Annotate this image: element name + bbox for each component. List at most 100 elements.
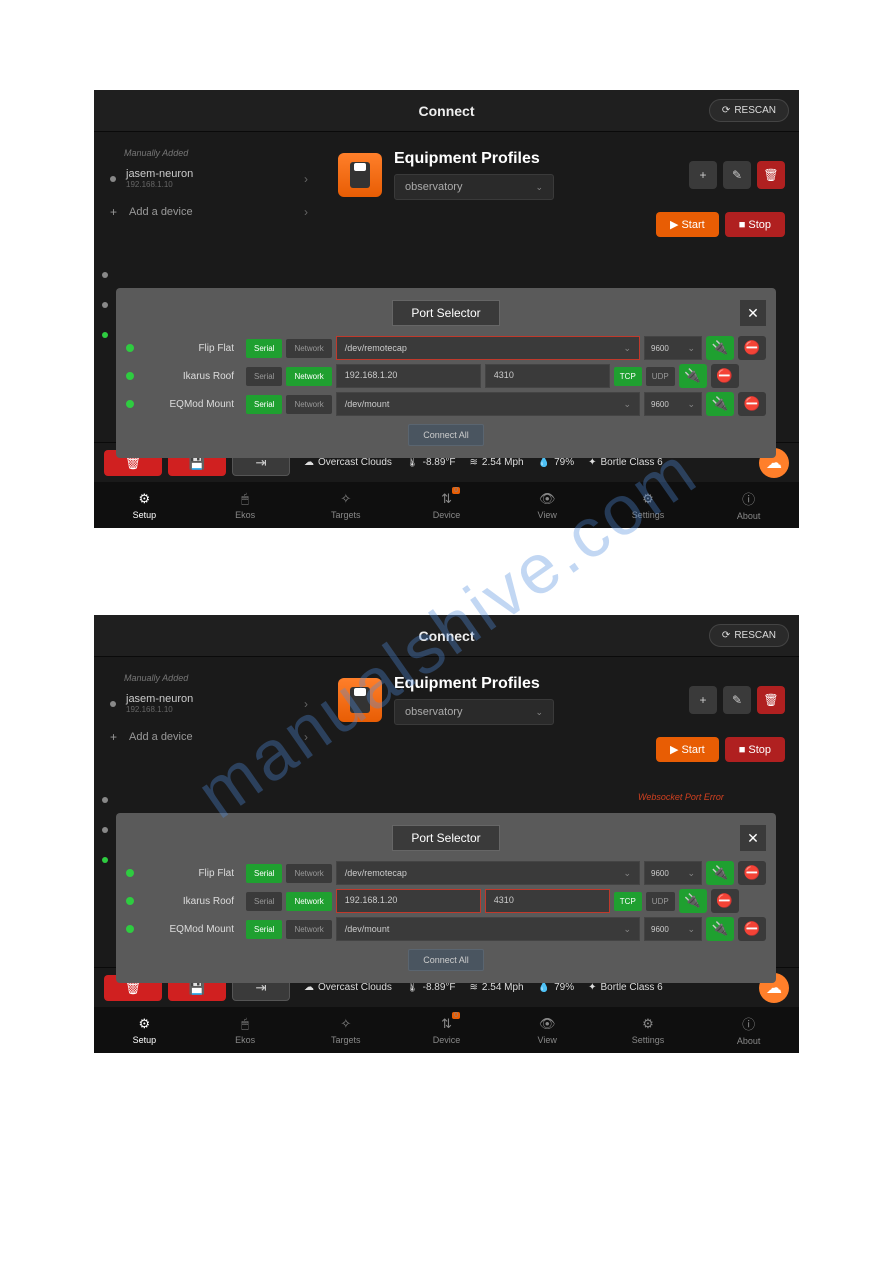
port-input[interactable]: 4310 [485, 889, 610, 913]
ekos-icon: 🖱 [241, 491, 249, 507]
network-tab[interactable]: Network [286, 395, 331, 414]
nav-settings[interactable]: ⚙Settings [598, 482, 699, 528]
disconnect-button[interactable]: ⛔ [711, 364, 739, 388]
profile-select[interactable]: observatory ⌄ [394, 699, 554, 725]
device-label: EQMod Mount [142, 924, 242, 935]
tcp-button[interactable]: TCP [614, 892, 642, 911]
serial-tab[interactable]: Serial [246, 395, 282, 414]
connect-all-button[interactable]: Connect All [408, 949, 484, 971]
path-input[interactable]: /dev/mount⌄ [336, 392, 640, 416]
nav-targets[interactable]: ✧Targets [295, 1007, 396, 1053]
plus-icon: + [110, 205, 117, 219]
modal-title: Port Selector [392, 300, 499, 326]
disconnect-button[interactable]: ⛔ [738, 336, 766, 360]
close-button[interactable]: ✕ [740, 300, 766, 326]
disconnect-button[interactable]: ⛔ [711, 889, 739, 913]
status-bar: ☁Overcast Clouds 🌡-8.89°F ≋2.54 Mph 💧79%… [304, 982, 753, 993]
cloud-icon: ☁ [304, 982, 314, 993]
edit-profile-button[interactable]: ✎ [723, 161, 751, 189]
network-tab[interactable]: Network [286, 892, 331, 911]
nav-ekos[interactable]: 🖱Ekos [195, 482, 296, 528]
connect-button[interactable]: 🔌 [706, 392, 734, 416]
nav-device[interactable]: ⇅Device [396, 482, 497, 528]
disconnect-button[interactable]: ⛔ [738, 392, 766, 416]
disconnect-button[interactable]: ⛔ [738, 861, 766, 885]
nav-view[interactable]: 👁View [497, 482, 598, 528]
path-input[interactable]: /dev/mount⌄ [336, 917, 640, 941]
nav-targets[interactable]: ✧Targets [295, 482, 396, 528]
network-tab[interactable]: Network [286, 367, 331, 386]
bortle-status: ✦Bortle Class 6 [588, 982, 663, 993]
nav-device[interactable]: ⇅Device [396, 1007, 497, 1053]
device-ip: 192.168.1.10 [126, 705, 304, 714]
nav-bar: ⚙Setup 🖱Ekos ✧Targets ⇅Device 👁View ⚙Set… [94, 1007, 799, 1053]
connect-button[interactable]: 🔌 [706, 861, 734, 885]
sidebar-device-item[interactable]: jasem-neuron 192.168.1.10 › [94, 162, 324, 195]
edit-profile-button[interactable]: ✎ [723, 686, 751, 714]
add-device-button[interactable]: + Add a device › [94, 720, 324, 754]
side-status-dots [102, 272, 108, 338]
serial-tab[interactable]: Serial [246, 920, 282, 939]
delete-profile-button[interactable]: 🗑 [757, 686, 785, 714]
network-tab[interactable]: Network [286, 864, 331, 883]
baud-select[interactable]: 9600⌄ [644, 917, 702, 941]
ip-input[interactable]: 192.168.1.20 [336, 364, 481, 388]
network-tab[interactable]: Network [286, 920, 331, 939]
path-input[interactable]: /dev/remotecap⌄ [336, 336, 640, 360]
nav-about[interactable]: ⓘAbout [698, 482, 799, 528]
network-tab[interactable]: Network [286, 339, 331, 358]
connect-button[interactable]: 🔌 [706, 336, 734, 360]
status-dot [126, 869, 134, 877]
stop-button[interactable]: ■Stop [725, 737, 785, 762]
device-name: jasem-neuron [126, 168, 304, 180]
status-dot [110, 176, 116, 182]
equipment-header: Equipment Profiles observatory ⌄ + ✎ 🗑 [338, 675, 785, 725]
add-profile-button[interactable]: + [689, 161, 717, 189]
rescan-button[interactable]: ⟳ RESCAN [709, 624, 789, 647]
serial-tab[interactable]: Serial [246, 864, 282, 883]
profile-select[interactable]: observatory ⌄ [394, 174, 554, 200]
connect-button[interactable]: 🔌 [679, 889, 707, 913]
path-input[interactable]: /dev/remotecap⌄ [336, 861, 640, 885]
nav-ekos[interactable]: 🖱Ekos [195, 1007, 296, 1053]
connect-button[interactable]: 🔌 [679, 364, 707, 388]
stop-button[interactable]: ■Stop [725, 212, 785, 237]
connect-all-button[interactable]: Connect All [408, 424, 484, 446]
port-input[interactable]: 4310 [485, 364, 610, 388]
ip-input[interactable]: 192.168.1.20 [336, 889, 481, 913]
device-row-ikarus: Ikarus Roof Serial Network 192.168.1.20 … [126, 364, 766, 388]
sidebar-device-item[interactable]: jasem-neuron 192.168.1.10 › [94, 687, 324, 720]
delete-profile-button[interactable]: 🗑 [757, 161, 785, 189]
close-button[interactable]: ✕ [740, 825, 766, 851]
start-stop-row: ▶Start ■Stop [656, 212, 785, 237]
nav-setup[interactable]: ⚙Setup [94, 482, 195, 528]
weather-status: ☁Overcast Clouds [304, 457, 392, 468]
add-profile-button[interactable]: + [689, 686, 717, 714]
rescan-button[interactable]: ⟳ RESCAN [709, 99, 789, 122]
device-row-eqmod: EQMod Mount Serial Network /dev/mount⌄ 9… [126, 392, 766, 416]
baud-select[interactable]: 9600⌄ [644, 861, 702, 885]
device-row-ikarus: Ikarus Roof Serial Network 192.168.1.20 … [126, 889, 766, 913]
nav-view[interactable]: 👁View [497, 1007, 598, 1053]
start-button[interactable]: ▶Start [656, 212, 719, 237]
tcp-button[interactable]: TCP [614, 367, 642, 386]
start-button[interactable]: ▶Start [656, 737, 719, 762]
humidity-status: 💧79% [538, 982, 574, 993]
nav-about[interactable]: ⓘAbout [698, 1007, 799, 1053]
nav-setup[interactable]: ⚙Setup [94, 1007, 195, 1053]
connect-button[interactable]: 🔌 [706, 917, 734, 941]
baud-select[interactable]: 9600⌄ [644, 336, 702, 360]
stop-icon: ■ [739, 744, 746, 756]
serial-tab[interactable]: Serial [246, 339, 282, 358]
udp-button[interactable]: UDP [646, 367, 675, 386]
udp-button[interactable]: UDP [646, 892, 675, 911]
serial-tab[interactable]: Serial [246, 892, 282, 911]
header: Connect ⟳ RESCAN [94, 90, 799, 132]
status-dot [126, 344, 134, 352]
unplug-icon: ⛔ [716, 893, 733, 909]
disconnect-button[interactable]: ⛔ [738, 917, 766, 941]
serial-tab[interactable]: Serial [246, 367, 282, 386]
add-device-button[interactable]: + Add a device › [94, 195, 324, 229]
nav-settings[interactable]: ⚙Settings [598, 1007, 699, 1053]
baud-select[interactable]: 9600⌄ [644, 392, 702, 416]
